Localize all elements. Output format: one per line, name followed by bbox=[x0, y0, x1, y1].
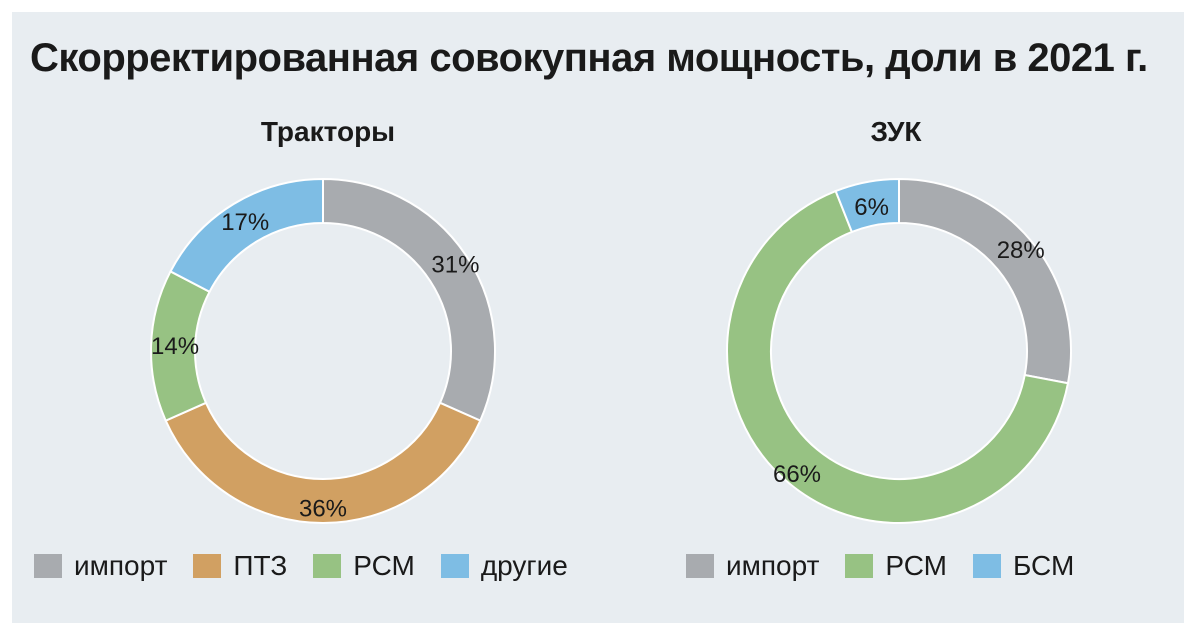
donut-slice-0-0 bbox=[322, 177, 496, 422]
legend-swatch bbox=[973, 554, 1001, 578]
legend-tractors: импорт ПТЗ РСМ другие bbox=[34, 550, 594, 582]
legend-swatch bbox=[686, 554, 714, 578]
legend-label: ПТЗ bbox=[233, 550, 288, 581]
legend-label: импорт bbox=[726, 550, 820, 581]
legend-item-0-1: ПТЗ bbox=[193, 550, 287, 582]
legend-label: РСМ bbox=[353, 550, 415, 581]
data-label-1-2: 6% bbox=[854, 194, 889, 221]
legend-item-1-1: РСМ bbox=[845, 550, 947, 582]
legend-label: другие bbox=[480, 550, 568, 581]
legend-item-1-0: импорт bbox=[686, 550, 819, 582]
legend-item-0-3: другие bbox=[440, 550, 568, 582]
legend-item-1-2: БСМ bbox=[973, 550, 1074, 582]
donut-chart-zuk: 28% 66% 6% bbox=[725, 177, 1072, 525]
legend-zuk: импорт РСМ БСМ bbox=[686, 550, 1100, 582]
chart-panel bbox=[12, 12, 1184, 623]
donut-slice-1-1 bbox=[725, 189, 1070, 525]
donut-slice-1-0 bbox=[898, 177, 1072, 385]
legend-swatch bbox=[34, 554, 62, 578]
data-label-0-3: 17% bbox=[221, 209, 269, 236]
legend-label: импорт bbox=[74, 550, 168, 581]
legend-item-0-0: импорт bbox=[34, 550, 167, 582]
legend-swatch bbox=[313, 554, 342, 578]
data-label-1-1: 66% bbox=[773, 461, 821, 488]
chart-title-tractors: Тракторы bbox=[260, 116, 396, 147]
data-label-0-1: 36% bbox=[299, 496, 347, 523]
legend-item-0-2: РСМ bbox=[313, 550, 415, 582]
data-label-0-2: 14% bbox=[151, 333, 199, 360]
legend-swatch bbox=[440, 554, 469, 578]
donut-chart-tractors: 31% 36% 14% 17% bbox=[150, 177, 496, 524]
legend-label: БСМ bbox=[1013, 550, 1075, 581]
legend-label: РСМ bbox=[885, 550, 947, 581]
legend-swatch bbox=[193, 554, 222, 578]
donut-slice-0-3 bbox=[169, 177, 324, 294]
data-label-1-0: 28% bbox=[997, 237, 1045, 264]
donut-slice-0-1 bbox=[164, 401, 482, 524]
page-title: Скорректированная совокупная мощность, д… bbox=[30, 36, 1148, 80]
donut-slice-1-2 bbox=[834, 177, 900, 234]
chart-title-zuk: ЗУК bbox=[870, 116, 922, 147]
legend-swatch bbox=[845, 554, 874, 578]
data-label-0-0: 31% bbox=[431, 251, 479, 278]
